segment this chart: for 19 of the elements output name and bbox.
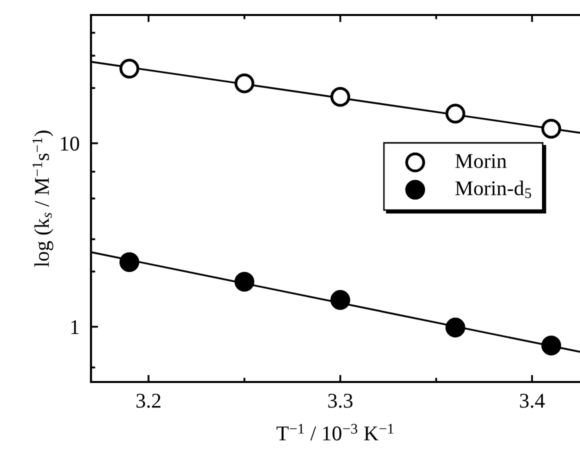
legend-label: Morin-d$_{5}$ — [455, 180, 532, 198]
x-tick-label: 3.4 — [520, 394, 545, 408]
x-tick-label: 3.2 — [136, 394, 160, 408]
point — [330, 290, 350, 310]
point — [330, 86, 350, 107]
x-axis-title: T$^{−1}$ / 10$^{−3}$ K$^{−1}$ — [276, 424, 394, 440]
point — [234, 272, 254, 292]
point — [445, 104, 466, 124]
point — [541, 118, 562, 139]
y-tick-label: 1 — [71, 320, 79, 334]
point — [541, 336, 562, 356]
point — [119, 252, 140, 272]
point — [445, 318, 466, 338]
point — [119, 58, 140, 79]
x-tick-label: 3.3 — [328, 394, 352, 408]
y-axis-title: log (k$_{s}$ / M$^{−1}$s$^{−1}$) — [32, 130, 54, 267]
point — [234, 73, 254, 94]
legend-label: Morin — [455, 154, 507, 168]
y-tick-label: 10 — [60, 136, 80, 151]
